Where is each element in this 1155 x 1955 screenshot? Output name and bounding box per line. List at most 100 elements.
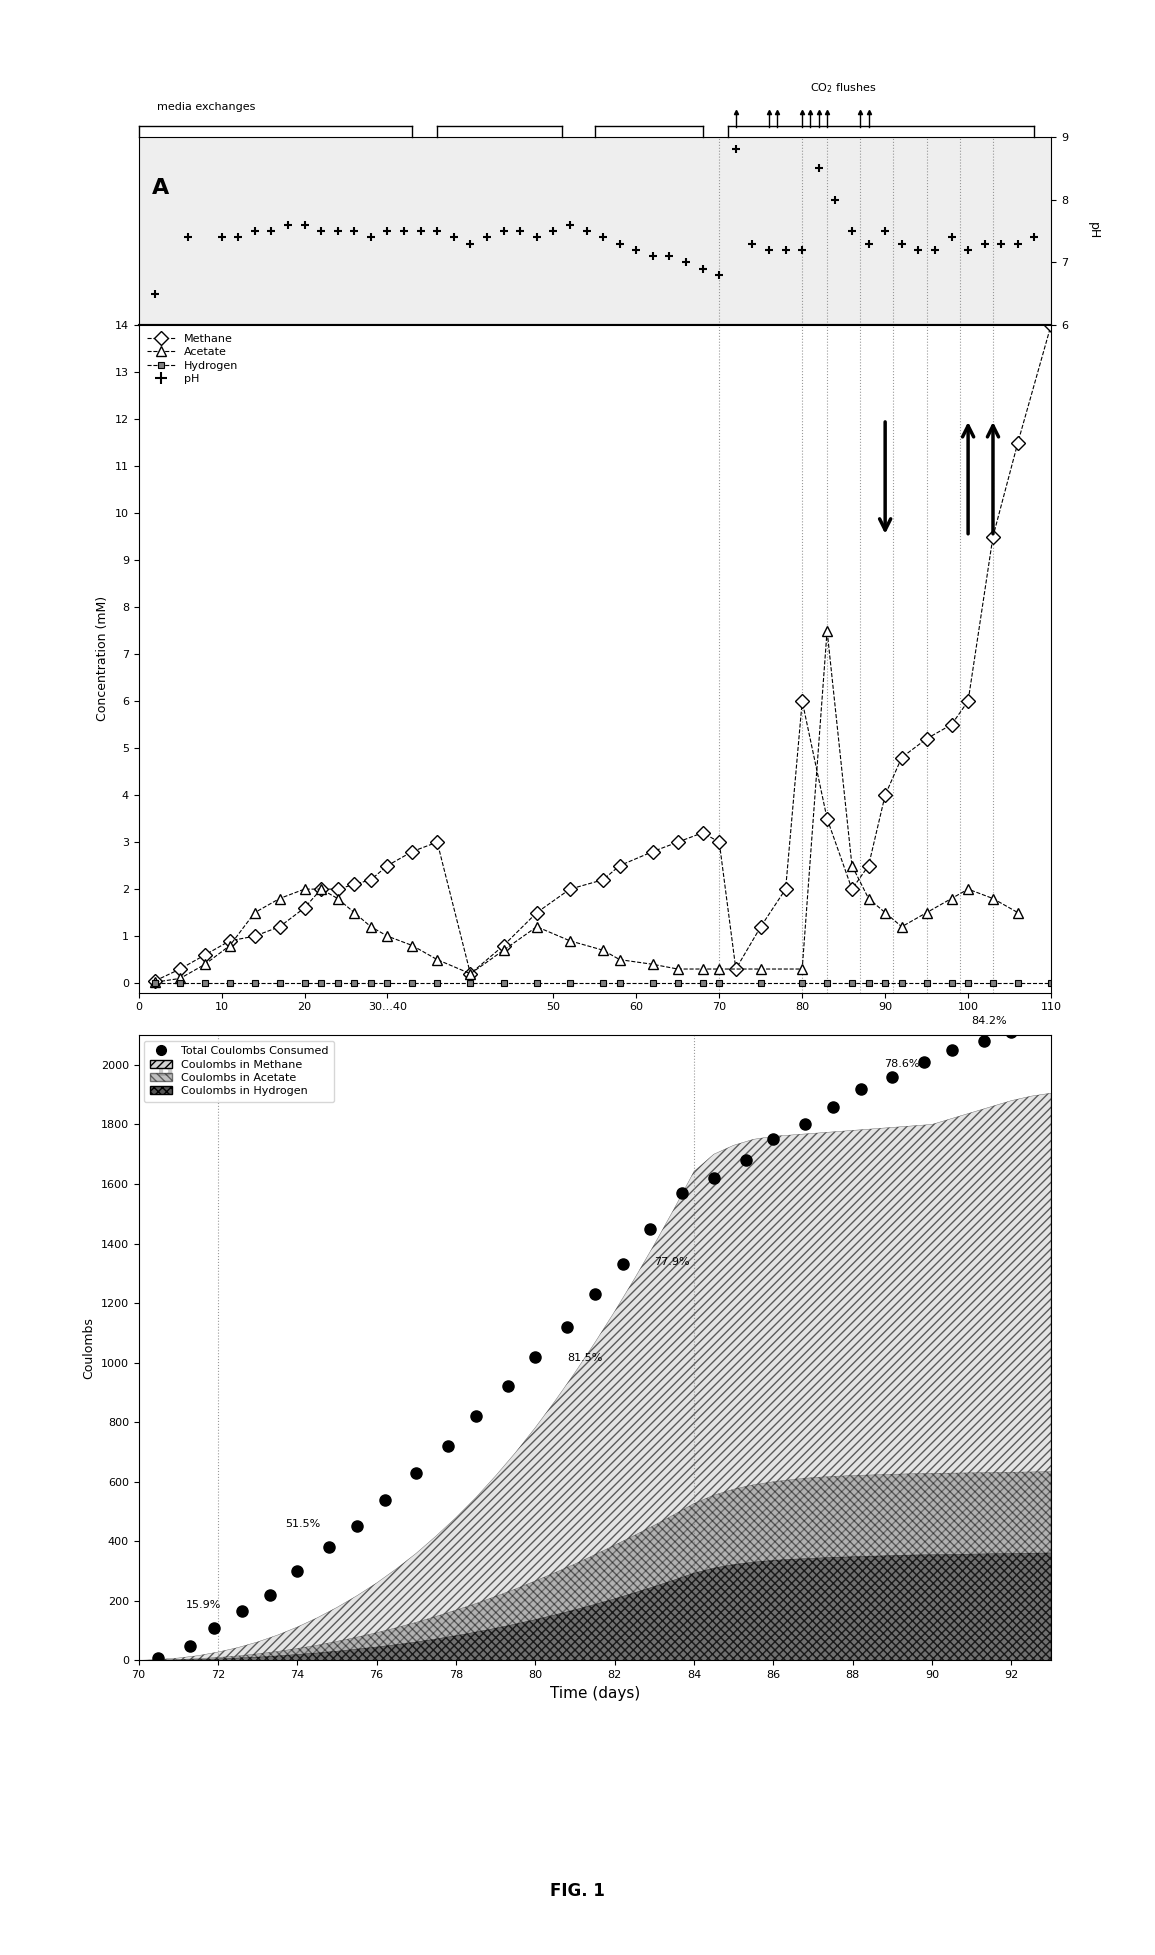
Hydrogen xyxy=(348,972,362,995)
Methane xyxy=(646,841,660,864)
Hydrogen xyxy=(198,972,211,995)
Hydrogen xyxy=(754,972,768,995)
Methane xyxy=(613,854,627,878)
Methane xyxy=(431,831,445,854)
Methane xyxy=(198,942,211,966)
Methane xyxy=(796,690,810,714)
Hydrogen xyxy=(945,972,959,995)
Methane xyxy=(380,854,394,878)
Hydrogen xyxy=(961,972,975,995)
Methane xyxy=(596,868,610,891)
Acetate xyxy=(562,929,576,952)
Acetate xyxy=(405,934,419,958)
Hydrogen xyxy=(314,972,328,995)
Hydrogen xyxy=(862,972,875,995)
Text: 78.6%: 78.6% xyxy=(885,1060,919,1069)
Hydrogen xyxy=(148,972,162,995)
Acetate xyxy=(671,958,685,981)
Hydrogen xyxy=(919,972,933,995)
Methane xyxy=(562,878,576,901)
Acetate xyxy=(223,934,237,958)
Text: media exchanges: media exchanges xyxy=(157,102,255,111)
Acetate xyxy=(845,854,859,878)
Methane xyxy=(945,714,959,737)
Hydrogen xyxy=(223,972,237,995)
Text: A: A xyxy=(152,178,170,197)
Methane xyxy=(223,929,237,952)
Hydrogen xyxy=(431,972,445,995)
Acetate xyxy=(919,901,933,925)
Text: 51.5%: 51.5% xyxy=(285,1519,321,1529)
Text: FIG. 1: FIG. 1 xyxy=(550,1883,605,1900)
Text: 77.9%: 77.9% xyxy=(655,1257,690,1267)
Acetate xyxy=(148,970,162,993)
Hydrogen xyxy=(986,972,1000,995)
Hydrogen xyxy=(380,972,394,995)
Legend: Total Coulombs Consumed, Coulombs in Methane, Coulombs in Acetate, Coulombs in H: Total Coulombs Consumed, Coulombs in Met… xyxy=(144,1040,334,1103)
Hydrogen xyxy=(671,972,685,995)
Acetate xyxy=(198,952,211,976)
Acetate xyxy=(796,958,810,981)
Methane xyxy=(1044,313,1058,336)
Hydrogen xyxy=(895,972,909,995)
Methane xyxy=(298,895,312,919)
Hydrogen xyxy=(596,972,610,995)
Acetate xyxy=(713,958,726,981)
Methane xyxy=(986,524,1000,547)
Acetate xyxy=(961,878,975,901)
Y-axis label: Coulombs: Coulombs xyxy=(82,1318,95,1378)
Methane xyxy=(713,831,726,854)
Acetate xyxy=(895,915,909,938)
Methane xyxy=(330,878,344,901)
Acetate xyxy=(348,901,362,925)
Hydrogen xyxy=(330,972,344,995)
Methane xyxy=(364,868,378,891)
Text: 81.5%: 81.5% xyxy=(567,1353,603,1363)
Acetate xyxy=(986,888,1000,911)
Hydrogen xyxy=(173,972,187,995)
Hydrogen xyxy=(298,972,312,995)
Methane xyxy=(1011,430,1024,454)
Text: 84.2%: 84.2% xyxy=(971,1017,1007,1026)
Line: Acetate: Acetate xyxy=(150,626,1022,987)
Hydrogen xyxy=(845,972,859,995)
Methane xyxy=(348,872,362,895)
Acetate xyxy=(314,878,328,901)
Hydrogen xyxy=(405,972,419,995)
Y-axis label: pH: pH xyxy=(1087,223,1101,240)
Hydrogen xyxy=(248,972,262,995)
Methane xyxy=(862,854,875,878)
Methane xyxy=(729,958,743,981)
Methane xyxy=(463,962,477,985)
Acetate xyxy=(530,915,544,938)
Methane xyxy=(754,915,768,938)
Line: Methane: Methane xyxy=(150,321,1056,985)
Acetate xyxy=(820,620,834,643)
Hydrogen xyxy=(878,972,892,995)
Methane xyxy=(778,878,792,901)
Hydrogen xyxy=(497,972,511,995)
X-axis label: Time (days): Time (days) xyxy=(550,1685,640,1701)
Methane xyxy=(878,784,892,807)
Methane xyxy=(405,841,419,864)
Acetate xyxy=(273,888,286,911)
Acetate xyxy=(754,958,768,981)
Acetate xyxy=(646,952,660,976)
Line: Hydrogen: Hydrogen xyxy=(151,979,1055,987)
Y-axis label: Concentration (mM): Concentration (mM) xyxy=(96,596,110,721)
Methane xyxy=(961,690,975,714)
Acetate xyxy=(380,925,394,948)
Hydrogen xyxy=(646,972,660,995)
Hydrogen xyxy=(273,972,286,995)
Acetate xyxy=(173,966,187,989)
Acetate xyxy=(695,958,709,981)
Methane xyxy=(148,970,162,993)
Text: B: B xyxy=(157,1060,174,1079)
Acetate xyxy=(878,901,892,925)
Hydrogen xyxy=(695,972,709,995)
Acetate xyxy=(862,888,875,911)
Acetate xyxy=(945,888,959,911)
Text: 15.9%: 15.9% xyxy=(186,1599,222,1609)
Methane xyxy=(248,925,262,948)
Methane xyxy=(919,727,933,751)
